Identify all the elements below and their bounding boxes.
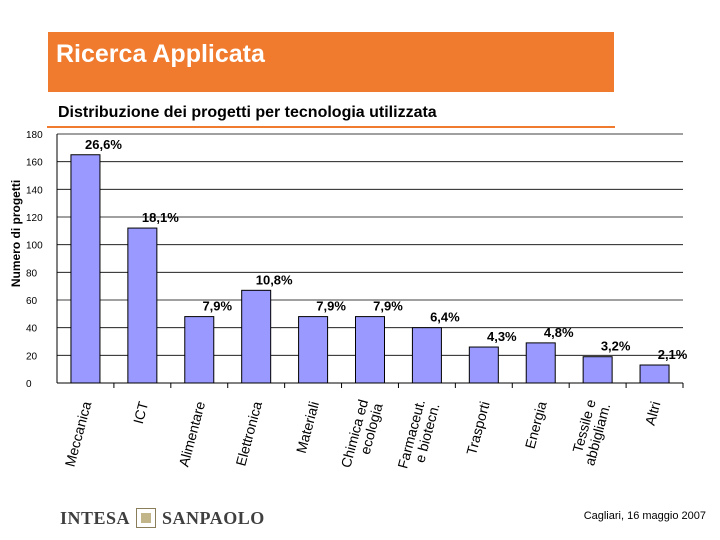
x-tick-label-line: Elettronica xyxy=(233,399,266,467)
logo-text-right: SANPAOLO xyxy=(162,507,265,528)
data-label: 3,2% xyxy=(601,339,631,354)
x-tick-label-line: Alimentare xyxy=(175,399,208,468)
bar xyxy=(468,346,499,384)
bar xyxy=(70,154,101,384)
data-label: 4,3% xyxy=(487,329,517,344)
x-tick-label: Materiali xyxy=(293,400,322,455)
bar xyxy=(298,316,329,384)
x-tick-label: Altri xyxy=(642,400,664,427)
logo-text-left: INTESA xyxy=(60,507,131,528)
y-tick-label: 60 xyxy=(26,296,38,307)
x-tick-label-line: Altri xyxy=(642,400,664,427)
y-tick-label: 80 xyxy=(26,268,38,279)
data-label: 6,4% xyxy=(430,310,460,325)
y-tick-label: 0 xyxy=(26,379,32,390)
x-tick-label: Elettronica xyxy=(233,399,266,467)
y-tick-label: 120 xyxy=(26,213,43,224)
y-tick-label: 40 xyxy=(26,324,38,335)
x-tick-label-line: ICT xyxy=(130,399,151,425)
y-tick-label: 140 xyxy=(26,185,43,196)
chart-title: Distribuzione dei progetti per tecnologi… xyxy=(58,104,437,121)
bar xyxy=(355,316,385,384)
title-underline xyxy=(47,126,615,128)
x-tick-label-line: Energia xyxy=(522,399,550,450)
bar xyxy=(411,327,442,384)
x-tick-label: Energia xyxy=(522,399,550,450)
x-tick-label-line: Meccanica xyxy=(62,399,95,468)
x-tick-label-line: Trasporti xyxy=(463,400,493,457)
data-label: 4,8% xyxy=(544,325,574,340)
x-tick-label: Tessile eabbigliam. xyxy=(567,397,614,467)
bar xyxy=(241,289,272,384)
data-label: 2,1% xyxy=(658,347,688,362)
bar xyxy=(184,316,215,384)
x-tick-label: Chimica edecologia xyxy=(338,397,386,473)
y-tick-label: 20 xyxy=(26,351,38,362)
bank-logo: INTESA SANPAOLO xyxy=(60,506,265,530)
x-tick-label: Trasporti xyxy=(463,400,493,457)
x-tick-label: Farmaceut.e biotecn. xyxy=(394,398,442,474)
bar xyxy=(639,364,670,384)
data-label: 7,9% xyxy=(316,299,346,314)
y-tick-label: 160 xyxy=(26,158,43,169)
bar xyxy=(582,356,613,384)
footer-date: Cagliari, 16 maggio 2007 xyxy=(583,510,706,522)
y-tick-label: 180 xyxy=(26,130,43,141)
bar-chart: 0 20 40 60 80 100 120 140 160 180 Numero di proget… xyxy=(9,130,688,474)
y-axis-title: Numero di progetti xyxy=(9,180,23,287)
title-bar: Ricerca Applicata xyxy=(48,32,614,92)
data-label: 7,9% xyxy=(373,299,403,314)
page-title: Ricerca Applicata xyxy=(56,40,265,68)
data-label: 26,6% xyxy=(85,137,122,152)
bar xyxy=(525,342,556,384)
x-tick-label: ICT xyxy=(130,399,151,425)
logo-mark-icon xyxy=(136,508,157,528)
bar xyxy=(127,227,158,384)
data-label: 10,8% xyxy=(256,272,293,287)
x-tick-label: Alimentare xyxy=(175,399,208,468)
x-tick-label-line: Materiali xyxy=(293,400,322,455)
x-tick-label: Meccanica xyxy=(62,399,95,468)
data-label: 18,1% xyxy=(142,210,179,225)
data-label: 7,9% xyxy=(202,299,232,314)
y-tick-label: 100 xyxy=(26,241,43,252)
